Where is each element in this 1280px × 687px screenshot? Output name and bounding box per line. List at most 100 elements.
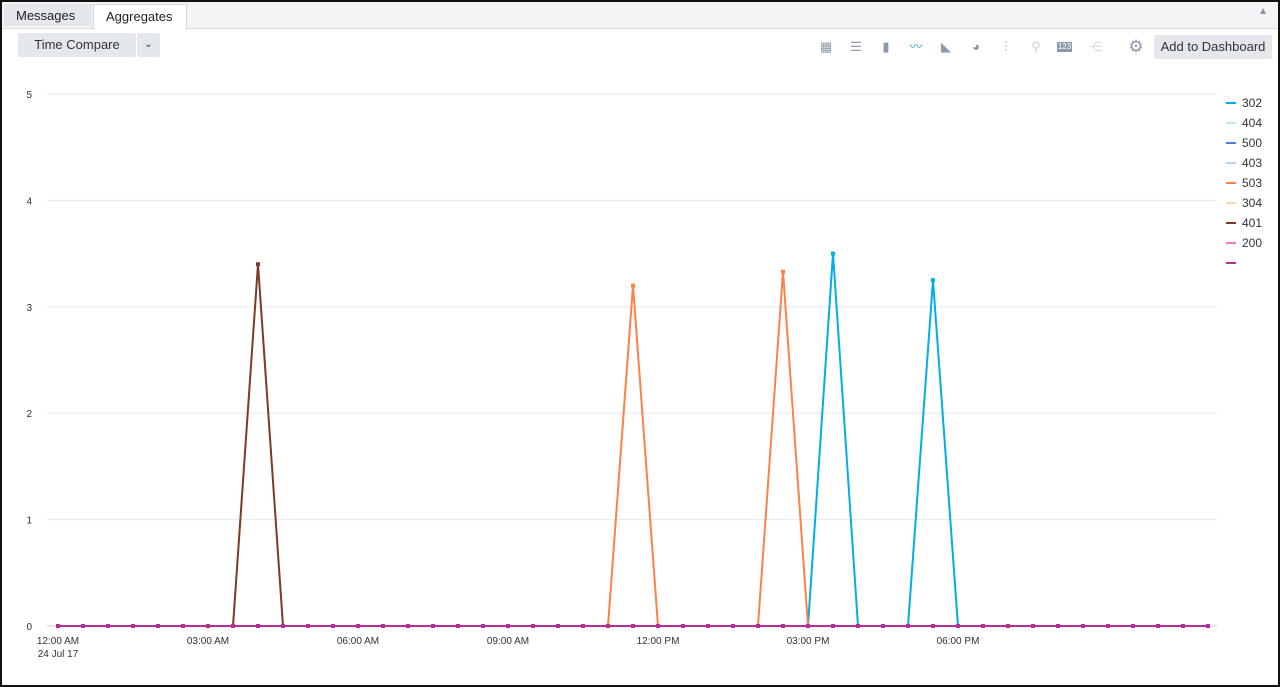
legend-item[interactable] bbox=[1226, 253, 1262, 273]
data-point bbox=[931, 624, 935, 628]
legend-item[interactable]: 503 bbox=[1226, 173, 1262, 193]
data-point bbox=[956, 624, 960, 628]
data-point bbox=[1206, 624, 1210, 628]
data-point bbox=[331, 624, 335, 628]
data-point bbox=[356, 624, 360, 628]
data-point bbox=[1181, 624, 1185, 628]
data-point bbox=[981, 624, 985, 628]
data-point bbox=[256, 624, 260, 628]
data-point bbox=[456, 624, 460, 628]
data-point bbox=[331, 624, 335, 628]
legend-item[interactable]: 302 bbox=[1226, 93, 1262, 113]
data-point bbox=[106, 624, 110, 628]
data-point bbox=[81, 624, 85, 628]
data-point bbox=[1181, 624, 1185, 628]
data-point bbox=[906, 624, 910, 628]
data-point bbox=[156, 624, 160, 628]
data-point bbox=[531, 624, 535, 628]
data-point bbox=[1181, 624, 1185, 628]
legend-item[interactable]: 403 bbox=[1226, 153, 1262, 173]
data-point bbox=[281, 624, 285, 628]
data-point bbox=[1031, 624, 1035, 628]
data-point bbox=[131, 624, 135, 628]
data-point bbox=[231, 624, 235, 628]
data-point bbox=[631, 624, 635, 628]
data-point bbox=[981, 624, 985, 628]
data-point bbox=[881, 624, 885, 628]
data-point bbox=[556, 624, 560, 628]
data-point bbox=[806, 624, 810, 628]
data-point bbox=[406, 624, 410, 628]
data-point bbox=[956, 624, 960, 628]
legend-item[interactable]: 200 bbox=[1226, 233, 1262, 253]
legend-label: 404 bbox=[1242, 116, 1263, 130]
data-point bbox=[306, 624, 310, 628]
data-point bbox=[731, 624, 735, 628]
data-point bbox=[581, 624, 585, 628]
data-point bbox=[206, 624, 210, 628]
data-point bbox=[156, 624, 160, 628]
legend-item[interactable]: 304 bbox=[1226, 193, 1262, 213]
data-point bbox=[856, 624, 860, 628]
data-point bbox=[281, 624, 285, 628]
data-point bbox=[681, 624, 685, 628]
data-point bbox=[581, 624, 585, 628]
data-point bbox=[456, 624, 460, 628]
tab-aggregates[interactable]: Aggregates bbox=[93, 4, 187, 30]
data-point bbox=[881, 624, 885, 628]
time-compare-dropdown[interactable]: ⌄ bbox=[137, 33, 160, 57]
data-point bbox=[306, 624, 310, 628]
gear-icon[interactable]: ⚙ bbox=[1128, 37, 1144, 56]
data-point bbox=[906, 624, 910, 628]
data-point bbox=[1131, 624, 1135, 628]
pie-chart-icon[interactable]: ◕ bbox=[972, 39, 980, 54]
x-tick-label: 03:00 AM bbox=[187, 636, 229, 647]
data-point bbox=[1081, 624, 1085, 628]
data-point bbox=[1156, 624, 1160, 628]
line-chart-icon[interactable]: 〰 bbox=[909, 39, 923, 54]
time-compare-button[interactable]: Time Compare bbox=[18, 33, 136, 57]
data-point bbox=[606, 624, 610, 628]
box-plot-icon[interactable]: ⫶ bbox=[1004, 39, 1008, 54]
data-point bbox=[306, 624, 310, 628]
data-point bbox=[281, 624, 285, 628]
data-point bbox=[1206, 624, 1210, 628]
tab-messages[interactable]: Messages bbox=[4, 4, 92, 26]
add-to-dashboard-button[interactable]: Add to Dashboard bbox=[1154, 35, 1272, 59]
data-point bbox=[906, 624, 910, 628]
legend-item[interactable]: 401 bbox=[1226, 213, 1262, 233]
map-icon[interactable]: ⚲ bbox=[1031, 39, 1041, 54]
data-point bbox=[506, 624, 510, 628]
data-point bbox=[1156, 624, 1160, 628]
data-point bbox=[81, 624, 85, 628]
data-point bbox=[306, 624, 310, 628]
data-point bbox=[181, 624, 185, 628]
data-point bbox=[206, 624, 210, 628]
data-point bbox=[431, 624, 435, 628]
data-point bbox=[731, 624, 735, 628]
data-point bbox=[881, 624, 885, 628]
data-point bbox=[781, 624, 785, 628]
data-point bbox=[756, 624, 760, 628]
horizontal-bar-icon[interactable]: ☰ bbox=[850, 39, 862, 54]
collapse-icon[interactable]: ▲ bbox=[1258, 6, 1268, 17]
data-point bbox=[1106, 624, 1110, 628]
data-point bbox=[906, 624, 910, 628]
data-point bbox=[81, 624, 85, 628]
data-point bbox=[306, 624, 310, 628]
single-value-icon[interactable]: 123 bbox=[1057, 42, 1072, 52]
data-point bbox=[531, 624, 535, 628]
data-point bbox=[431, 624, 435, 628]
data-point bbox=[481, 624, 485, 628]
area-chart-icon[interactable]: ◣ bbox=[941, 39, 951, 54]
legend-item[interactable]: 404 bbox=[1226, 113, 1262, 133]
data-point bbox=[556, 624, 560, 628]
legend-item[interactable]: 500 bbox=[1226, 133, 1262, 153]
column-chart-icon[interactable]: ▮ bbox=[882, 39, 890, 54]
sankey-icon[interactable]: ⋲ bbox=[1089, 39, 1103, 54]
table-icon[interactable]: ▦ bbox=[819, 39, 833, 54]
data-point bbox=[656, 624, 660, 628]
data-point bbox=[981, 624, 985, 628]
data-point bbox=[181, 624, 185, 628]
x-tick-label: 12:00 PM bbox=[637, 636, 680, 647]
